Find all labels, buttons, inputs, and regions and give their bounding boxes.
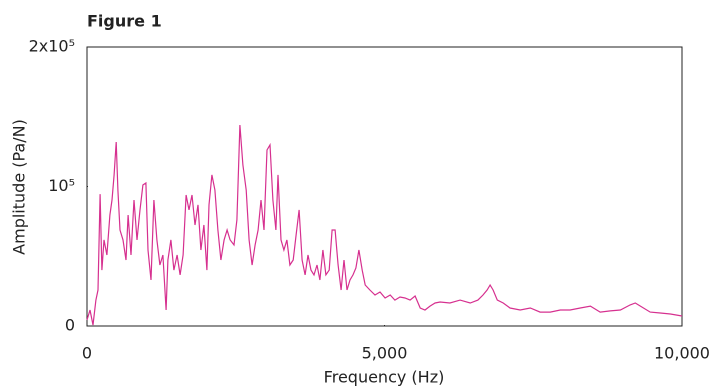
plot-frame	[86, 46, 683, 327]
x-tick-label: 10,000	[654, 344, 710, 363]
x-tick-label: 5,000	[362, 344, 408, 363]
x-tick-label: 0	[82, 344, 92, 363]
y-tick-label: 10⁵	[48, 176, 75, 195]
y-tick-label: 2x10⁵	[29, 37, 75, 56]
data-line	[86, 124, 683, 326]
y-tick-label: 0	[65, 316, 75, 335]
x-axis-label: Frequency (Hz)	[324, 368, 445, 387]
chart-title: Figure 1	[87, 12, 162, 31]
y-axis-label: Amplitude (Pa/N)	[10, 119, 29, 255]
